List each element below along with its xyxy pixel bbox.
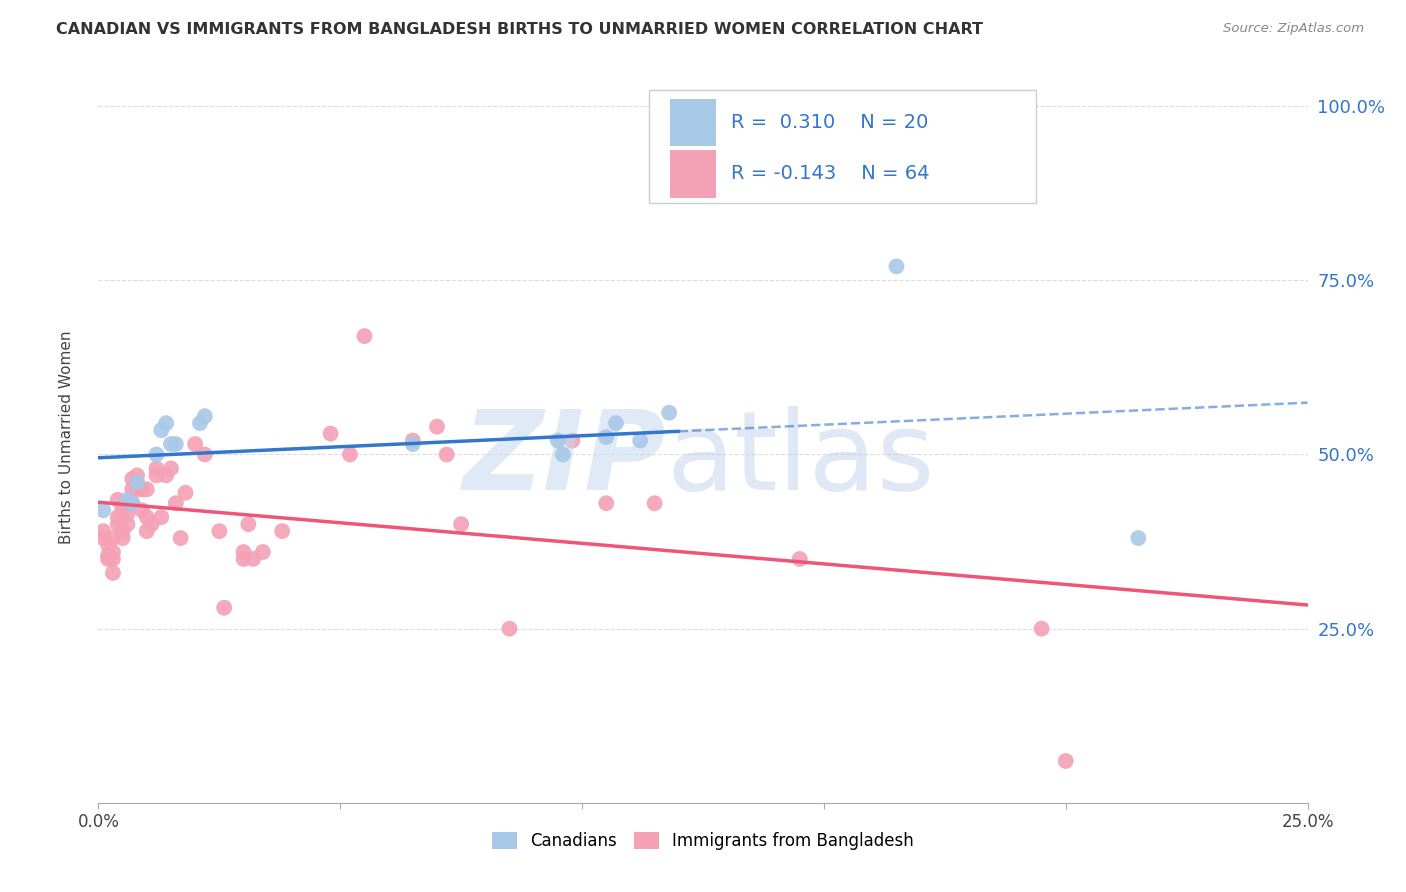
Point [628,434,651,448]
Point [188,416,211,430]
Point [127,483,149,497]
Point [547,434,569,448]
Point [605,416,627,430]
Y-axis label: Births to Unmarried Women: Births to Unmarried Women [59,330,75,544]
Point [107,510,129,524]
Point [1128,531,1150,545]
Point [101,531,124,545]
Point [131,503,153,517]
Point [101,566,124,580]
Point [121,472,143,486]
Point [145,448,167,462]
Point [194,448,217,462]
Point [595,496,617,510]
Text: R = -0.143    N = 64: R = -0.143 N = 64 [731,164,929,183]
Point [150,510,173,524]
Point [91,524,114,538]
Point [135,510,157,524]
Point [121,496,143,510]
Point [97,552,120,566]
Point [644,496,666,510]
Text: Source: ZipAtlas.com: Source: ZipAtlas.com [1223,22,1364,36]
Point [91,503,114,517]
Text: atlas: atlas [666,406,935,513]
Point [135,524,157,538]
Point [238,517,260,532]
Point [194,409,217,424]
Point [271,524,294,538]
Point [117,492,139,507]
Point [101,552,124,566]
Point [658,406,681,420]
Bar [671,150,716,197]
Point [165,437,187,451]
Point [111,500,134,514]
Point [169,531,191,545]
Point [111,524,134,538]
Point [339,448,361,462]
Point [111,531,134,545]
Point [150,423,173,437]
Point [145,461,167,475]
Point [127,468,149,483]
Point [121,483,143,497]
Point [184,437,207,451]
Point [561,434,583,448]
Point [498,622,520,636]
Point [174,485,197,500]
Point [436,448,458,462]
Point [107,492,129,507]
Point [595,430,617,444]
Point [402,434,425,448]
Point [232,545,254,559]
Point [155,416,177,430]
Point [117,507,139,521]
Point [426,419,449,434]
Point [101,545,124,559]
Point [789,552,811,566]
Point [1054,754,1077,768]
Point [160,437,183,451]
Point [1031,622,1053,636]
Point [886,260,908,274]
Point [121,496,143,510]
Point [212,600,235,615]
Point [127,475,149,490]
Point [117,517,139,532]
Point [145,468,167,483]
Point [141,517,163,532]
Point [232,552,254,566]
Point [107,517,129,532]
Point [97,538,120,552]
Legend: Canadians, Immigrants from Bangladesh: Canadians, Immigrants from Bangladesh [485,825,921,856]
Point [91,531,114,545]
Point [131,483,153,497]
Point [551,448,574,462]
Point [111,503,134,517]
Point [450,517,472,532]
Text: CANADIAN VS IMMIGRANTS FROM BANGLADESH BIRTHS TO UNMARRIED WOMEN CORRELATION CHA: CANADIAN VS IMMIGRANTS FROM BANGLADESH B… [56,22,983,37]
Point [353,329,375,343]
Point [402,437,425,451]
Point [117,496,139,510]
Point [165,496,187,510]
Point [160,461,183,475]
Point [97,549,120,563]
Point [252,545,274,559]
Point [242,552,264,566]
Text: ZIP: ZIP [463,406,666,513]
Bar [671,99,716,146]
Point [127,475,149,490]
Point [319,426,342,441]
Point [121,496,143,510]
Point [208,524,231,538]
FancyBboxPatch shape [648,90,1035,203]
Point [135,483,157,497]
Point [155,468,177,483]
Text: R =  0.310    N = 20: R = 0.310 N = 20 [731,113,928,132]
